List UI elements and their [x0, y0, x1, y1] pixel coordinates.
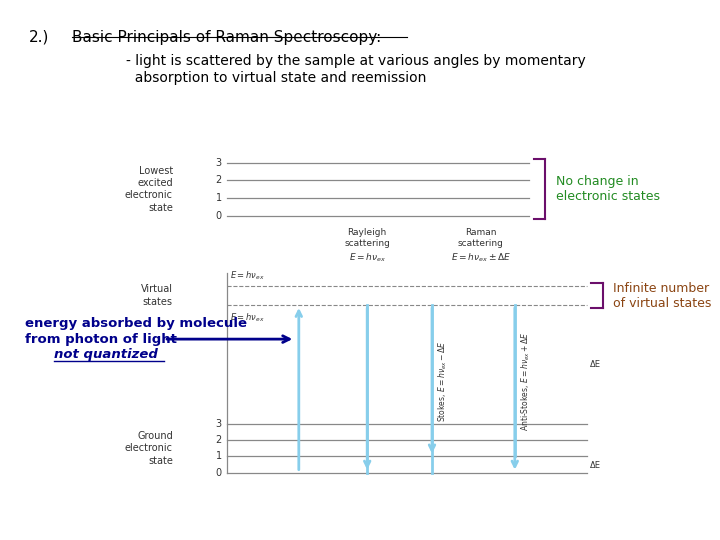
- Text: 0: 0: [215, 468, 222, 477]
- Text: Rayleigh
scattering
$E = h\nu_{ex}$: Rayleigh scattering $E = h\nu_{ex}$: [344, 228, 390, 264]
- Text: 2: 2: [215, 435, 222, 445]
- Text: Anti-Stokes, $E = h\nu_{ex} + \Delta E$: Anti-Stokes, $E = h\nu_{ex} + \Delta E$: [519, 331, 531, 430]
- Text: $E = h\nu_{ex}$: $E = h\nu_{ex}$: [230, 312, 265, 324]
- Text: Stokes, $E = h\nu_{ex} - \Delta E$: Stokes, $E = h\nu_{ex} - \Delta E$: [436, 340, 449, 422]
- Text: ΔE: ΔE: [590, 461, 601, 470]
- Text: 3: 3: [215, 158, 222, 167]
- Text: 2: 2: [215, 176, 222, 185]
- Text: 2.): 2.): [29, 30, 49, 45]
- Text: Basic Principals of Raman Spectroscopy:: Basic Principals of Raman Spectroscopy:: [72, 30, 382, 45]
- Text: from photon of light: from photon of light: [25, 333, 177, 346]
- Text: not quantized: not quantized: [54, 348, 158, 361]
- Text: Raman
scattering
$E = h\nu_{ex} \pm \Delta E$: Raman scattering $E = h\nu_{ex} \pm \Del…: [451, 228, 510, 264]
- Text: Ground
electronic
state: Ground electronic state: [125, 431, 173, 465]
- Text: $E = h\nu_{ex}$: $E = h\nu_{ex}$: [230, 270, 265, 282]
- Text: Virtual
states: Virtual states: [141, 285, 173, 307]
- Text: No change in
electronic states: No change in electronic states: [556, 176, 660, 203]
- Text: - light is scattered by the sample at various angles by momentary: - light is scattered by the sample at va…: [126, 54, 586, 68]
- Text: 1: 1: [215, 193, 222, 203]
- Text: 3: 3: [215, 419, 222, 429]
- Text: absorption to virtual state and reemission: absorption to virtual state and reemissi…: [126, 71, 426, 85]
- Text: 1: 1: [215, 451, 222, 461]
- Text: energy absorbed by molecule: energy absorbed by molecule: [25, 318, 247, 330]
- Text: Infinite number
of virtual states: Infinite number of virtual states: [613, 282, 712, 309]
- Text: 0: 0: [215, 211, 222, 221]
- Text: Lowest
excited
electronic
state: Lowest excited electronic state: [125, 166, 173, 213]
- Text: ΔE: ΔE: [590, 360, 601, 369]
